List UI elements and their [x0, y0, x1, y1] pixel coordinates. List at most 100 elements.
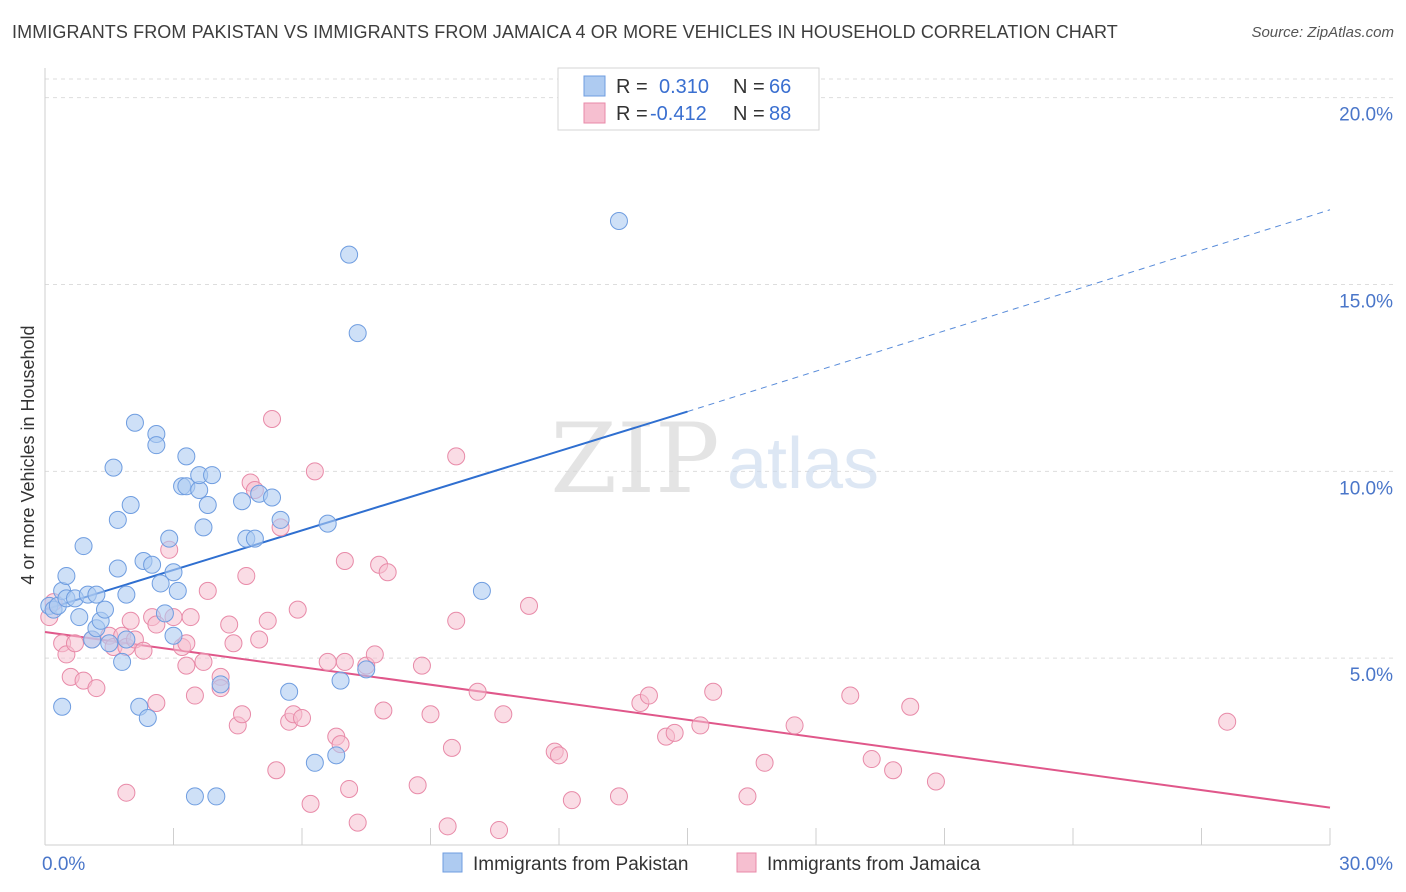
pakistan-point — [331, 671, 350, 690]
pakistan-point — [185, 787, 204, 806]
jamaica-point — [520, 596, 539, 615]
jamaica-point — [468, 682, 487, 701]
pakistan-point — [357, 660, 376, 679]
jamaica-point — [1218, 712, 1237, 731]
jamaica-point — [447, 611, 466, 630]
jamaica-point — [335, 552, 354, 571]
source-credit: Source: ZipAtlas.com — [1251, 24, 1394, 41]
jamaica-point — [233, 705, 252, 724]
jamaica-point — [374, 701, 393, 720]
pakistan-point — [177, 447, 196, 466]
jamaica-point — [263, 410, 282, 429]
jamaica-point — [293, 708, 311, 727]
trend-lines — [44, 209, 1331, 809]
pakistan-point — [305, 753, 324, 772]
legend-r-value-1: 0.310 — [659, 76, 709, 98]
pakistan-point — [207, 787, 226, 806]
pakistan-point — [108, 559, 127, 578]
jamaica-point — [181, 608, 200, 627]
pakistan-trend-extension — [687, 209, 1331, 413]
legend-n-label-2: N = — [733, 103, 765, 125]
jamaica-point — [177, 656, 196, 675]
pakistan-point — [211, 675, 230, 694]
legend-n-value-1: 66 — [769, 76, 791, 98]
bottom-legend-label-jamaica: Immigrants from Jamaica — [767, 854, 981, 875]
jamaica-point — [421, 705, 440, 724]
watermark-zip: ZIP — [550, 403, 719, 515]
watermark-atlas: atlas — [727, 424, 879, 504]
pakistan-point — [155, 604, 174, 623]
y-tick-label: 10.0% — [1339, 478, 1393, 499]
pakistan-point — [245, 529, 264, 548]
pakistan-point — [100, 634, 119, 653]
x-tick-label-max: 30.0% — [1339, 854, 1393, 875]
jamaica-point — [318, 652, 337, 671]
jamaica-point — [305, 462, 324, 481]
jamaica-point — [438, 817, 457, 836]
pakistan-point — [164, 563, 183, 582]
pakistan-point — [348, 324, 367, 343]
jamaica-point — [755, 753, 774, 772]
jamaica-point — [134, 641, 153, 660]
jamaica-point — [738, 787, 757, 806]
pakistan-points — [40, 211, 628, 806]
pakistan-point — [117, 630, 136, 649]
legend-r-value-2: -0.412 — [650, 103, 707, 125]
bottom-legend: Immigrants from Pakistan Immigrants from… — [442, 852, 981, 875]
pakistan-point — [87, 585, 106, 604]
pakistan-point — [263, 488, 282, 507]
pakistan-point — [271, 510, 290, 529]
jamaica-point — [884, 761, 903, 780]
jamaica-point — [65, 634, 84, 653]
jamaica-point — [117, 783, 136, 802]
pakistan-point — [280, 682, 299, 701]
jamaica-point — [121, 611, 140, 630]
jamaica-point — [412, 656, 431, 675]
pakistan-point — [164, 626, 183, 645]
legend-swatch-jamaica — [583, 102, 606, 124]
jamaica-point — [365, 645, 384, 664]
jamaica-point — [250, 630, 269, 649]
pakistan-point — [340, 245, 359, 264]
pakistan-point — [108, 510, 127, 529]
y-tick-label: 15.0% — [1339, 292, 1393, 313]
watermark: ZIP atlas — [550, 403, 879, 515]
legend-swatch-pakistan — [583, 75, 606, 97]
pakistan-point — [57, 566, 76, 585]
pakistan-point — [160, 529, 179, 548]
x-tick-label-min: 0.0% — [42, 854, 85, 875]
jamaica-point — [841, 686, 860, 705]
jamaica-point — [639, 686, 658, 705]
jamaica-point — [147, 694, 166, 713]
jamaica-point — [609, 787, 628, 806]
pakistan-point — [125, 413, 144, 432]
legend-box: R = 0.310 N = 66 R = -0.412 N = 88 — [557, 67, 820, 131]
jamaica-point — [301, 794, 320, 813]
jamaica-point — [665, 723, 684, 742]
pakistan-point — [318, 514, 337, 533]
pakistan-point — [151, 574, 170, 593]
pakistan-point — [233, 492, 252, 511]
pakistan-trend-line — [44, 410, 688, 611]
pakistan-point — [198, 495, 217, 514]
y-tick-label: 5.0% — [1350, 665, 1393, 686]
jamaica-point — [340, 779, 359, 798]
pakistan-point — [104, 458, 123, 477]
jamaica-point — [237, 566, 256, 585]
jamaica-point — [562, 791, 581, 810]
jamaica-point — [185, 686, 204, 705]
legend-n-label-1: N = — [733, 76, 765, 98]
jamaica-point — [87, 679, 106, 698]
pakistan-point — [472, 581, 491, 600]
pakistan-point — [194, 518, 213, 537]
pakistan-point — [143, 555, 162, 574]
jamaica-point — [447, 447, 466, 466]
jamaica-point — [194, 652, 213, 671]
jamaica-point — [691, 716, 710, 735]
pakistan-point — [168, 581, 187, 600]
axes: 5.0% 10.0% 15.0% 20.0% — [44, 68, 1393, 846]
jamaica-point — [224, 634, 243, 653]
pakistan-point — [74, 537, 93, 556]
chart-title: IMMIGRANTS FROM PAKISTAN VS IMMIGRANTS F… — [12, 22, 1118, 42]
jamaica-point — [442, 738, 461, 757]
